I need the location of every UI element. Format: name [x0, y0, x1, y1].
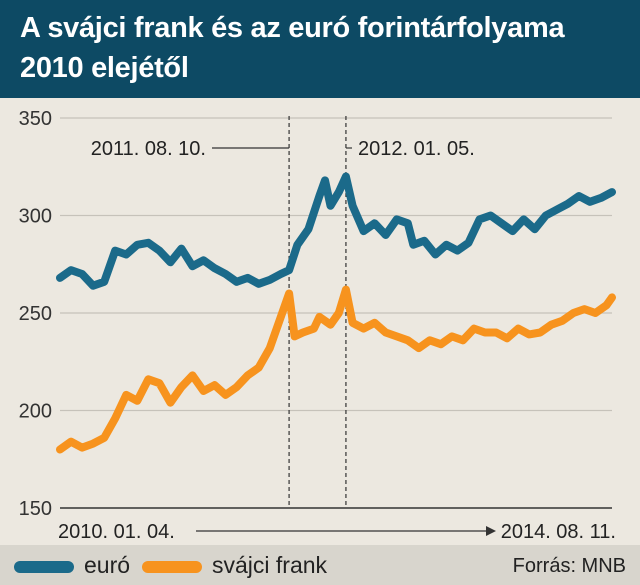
y-tick-200: 200: [19, 401, 52, 423]
chart-area: 350 300 250 200 150 2011. 08. 10. 2012. 01. 0…: [19, 108, 616, 543]
x-end-label: 2014. 08. 11.: [501, 521, 616, 543]
annotation-label-1: 2012. 01. 05.: [358, 138, 475, 160]
legend-label-frank: svájci frank: [212, 552, 328, 578]
legend: euró svájci frank Forrás: MNB: [0, 545, 640, 585]
y-tick-150: 150: [19, 498, 52, 520]
x-range-arrow-head: [486, 526, 496, 536]
source-label: Forrás: MNB: [512, 555, 626, 577]
series-line-0: [56, 172, 616, 290]
y-tick-300: 300: [19, 206, 52, 228]
annotation-label-0: 2011. 08. 10.: [91, 138, 206, 160]
header: A svájci frank és az euró forintárfolyam…: [0, 0, 640, 98]
x-axis: 2010. 01. 04. 2014. 08. 11.: [58, 521, 616, 543]
legend-swatch-euro: [14, 561, 74, 573]
x-start-label: 2010. 01. 04.: [58, 521, 175, 543]
legend-label-euro: euró: [84, 552, 131, 578]
y-tick-250: 250: [19, 303, 52, 325]
series-line-1: [56, 285, 616, 454]
y-tick-350: 350: [19, 108, 52, 130]
y-axis-ticks: 350 300 250 200 150: [19, 108, 52, 520]
chart-title: A svájci frank és az euró forintárfolyam…: [20, 12, 565, 84]
legend-swatch-frank: [142, 561, 202, 573]
series-lines: [56, 172, 616, 454]
